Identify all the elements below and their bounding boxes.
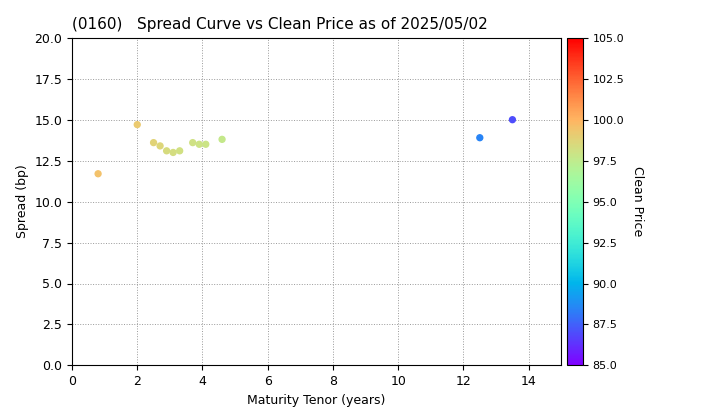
Point: [194, 141, 205, 147]
Point: [216, 136, 228, 143]
Y-axis label: Clean Price: Clean Price: [631, 166, 644, 237]
Point: [174, 147, 186, 154]
Point: [132, 121, 143, 128]
Point: [474, 134, 485, 141]
Point: [507, 116, 518, 123]
Point: [148, 139, 159, 146]
Text: (0160)   Spread Curve vs Clean Price as of 2025/05/02: (0160) Spread Curve vs Clean Price as of…: [72, 18, 487, 32]
Point: [187, 139, 199, 146]
Point: [154, 142, 166, 149]
Point: [161, 147, 172, 154]
Point: [200, 141, 212, 147]
X-axis label: Maturity Tenor (years): Maturity Tenor (years): [248, 394, 386, 407]
Point: [92, 171, 104, 177]
Point: [167, 149, 179, 156]
Y-axis label: Spread (bp): Spread (bp): [16, 165, 29, 239]
